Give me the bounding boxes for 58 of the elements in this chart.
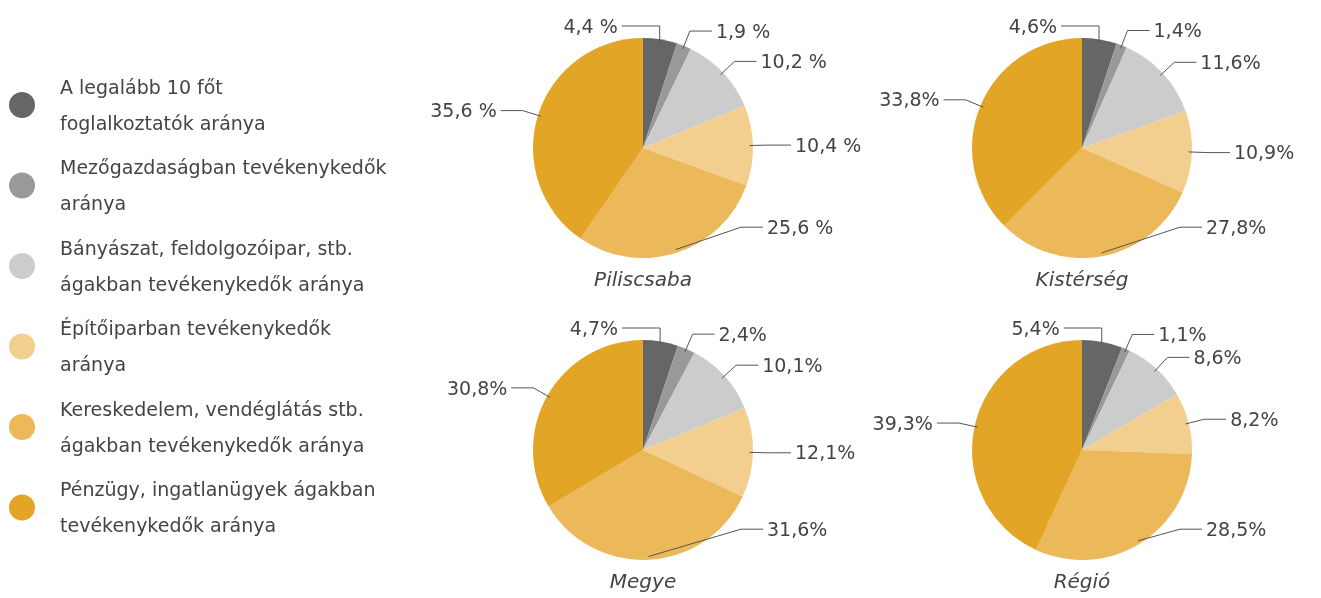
pie-slice	[643, 38, 677, 148]
pie-slice	[1036, 450, 1192, 560]
data-label: 28,5%	[1206, 517, 1267, 540]
text: Piliscsaba	[594, 267, 692, 291]
pie-slice	[1082, 43, 1127, 148]
data-label: 33,8%	[879, 88, 940, 111]
pie-slice	[533, 340, 643, 507]
legend-label: Pénzügy, ingatlanügyek ágakban tevékenykedők aránya	[60, 478, 376, 537]
data-label: 10,9%	[1233, 141, 1295, 164]
data-label: 30,8%	[447, 376, 508, 399]
data-label: 5,4%	[1011, 316, 1060, 339]
pie-slice	[1082, 110, 1192, 193]
data-label: 4,4 %	[563, 14, 618, 37]
pie-slice	[643, 407, 753, 497]
pie-slice	[643, 345, 695, 450]
data-label: 11,6%	[1200, 50, 1261, 73]
data-label: 1,4%	[1153, 19, 1202, 42]
legend-label: Kereskedelem, vendéglátás stb. ágakban tevékenykedők aránya	[60, 397, 365, 456]
legend-label: Mezőgazdaságban tevékenykedők aránya	[60, 156, 387, 215]
pie-slice	[1082, 347, 1130, 450]
data-label: 4,6%	[1008, 14, 1058, 37]
data-label: 10,1%	[762, 353, 823, 376]
data-label: 10,4 %	[794, 133, 862, 156]
pie-slice	[643, 340, 678, 450]
pie-slice	[1082, 394, 1192, 454]
legend-label: A legalább 10 főt foglalkoztatók aránya	[60, 75, 266, 134]
data-label: 4,7%	[569, 316, 619, 339]
pie-slice	[972, 38, 1082, 226]
data-label: 8,2%	[1230, 407, 1279, 430]
text: Megye	[609, 569, 677, 593]
legend-label: Bányászat, feldolgozóipar, stb. ágakban tevékenykedők aránya	[60, 236, 365, 295]
pie-slice	[548, 450, 743, 560]
data-label: 12,1%	[794, 441, 856, 464]
pie-slice	[1082, 350, 1177, 450]
data-label: 1,9 %	[715, 19, 771, 42]
data-label: 27,8%	[1206, 215, 1267, 238]
pie-slice	[1004, 148, 1183, 258]
data-label: 8,6%	[1193, 346, 1242, 369]
data-label: 1,1%	[1158, 323, 1207, 346]
pie-slice	[643, 352, 745, 450]
data-label: 31,6%	[767, 517, 828, 540]
pie-slice	[643, 105, 753, 186]
pie-slice	[972, 340, 1082, 550]
data-label: 39,3%	[872, 411, 933, 434]
data-label: 25,6 %	[767, 215, 834, 238]
legend-label: Építőiparban tevékenykedők aránya	[60, 317, 332, 376]
pie-slice	[1082, 47, 1186, 148]
text: Régió	[1053, 569, 1111, 593]
data-label: 35,6 %	[430, 99, 497, 122]
text: Kistérség	[1035, 267, 1129, 291]
pie-slice	[1082, 340, 1123, 450]
pie-slice	[1082, 38, 1117, 148]
pie-slice	[643, 43, 691, 148]
pie-slice	[580, 148, 747, 258]
pie-slice	[643, 48, 745, 148]
data-label: 2,4%	[718, 322, 767, 345]
pie-slice	[533, 38, 643, 239]
data-label: 10,2 %	[760, 50, 827, 73]
